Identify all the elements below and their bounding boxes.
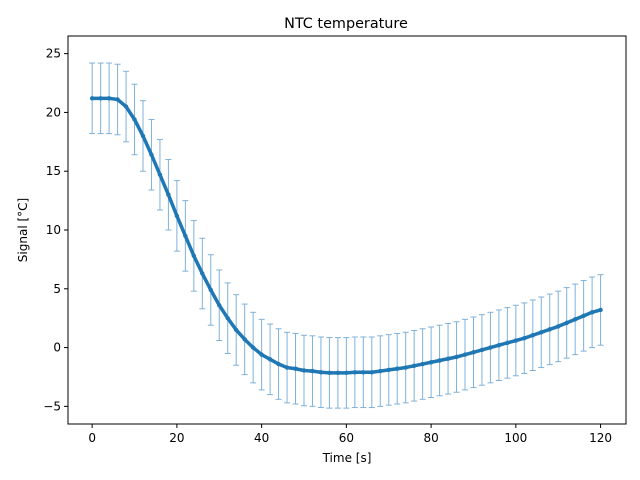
- data-point: [556, 324, 561, 329]
- data-point: [352, 370, 358, 375]
- data-point: [454, 354, 459, 360]
- y-tick-label: 25: [46, 47, 61, 61]
- data-point: [513, 338, 519, 343]
- x-tick-label: 100: [504, 431, 527, 445]
- data-point: [183, 233, 188, 239]
- data-point: [505, 340, 510, 346]
- y-tick-label: 20: [46, 105, 61, 119]
- x-axis-label: Time [s]: [322, 451, 372, 465]
- data-point: [284, 365, 290, 370]
- data-point: [411, 363, 417, 368]
- data-point: [132, 117, 137, 122]
- data-point: [166, 192, 171, 197]
- y-tick-label: −5: [43, 399, 61, 413]
- data-point: [522, 335, 527, 341]
- data-point: [234, 327, 239, 333]
- data-point: [208, 287, 213, 293]
- data-point: [445, 356, 451, 361]
- data-point: [310, 368, 315, 374]
- data-point: [344, 370, 349, 376]
- data-point: [106, 96, 112, 101]
- data-point: [98, 96, 103, 101]
- data-point: [564, 320, 569, 326]
- data-point: [420, 361, 425, 367]
- data-point: [140, 133, 146, 139]
- x-axis: 0 20 40 60 80 100 120: [88, 424, 612, 445]
- y-axis: −5 0 5 10 15 20 25: [43, 47, 68, 413]
- data-point: [293, 366, 298, 371]
- data-point: [250, 345, 256, 350]
- data-point: [174, 213, 180, 219]
- data-point: [386, 367, 391, 373]
- data-point: [200, 271, 205, 276]
- data-point: [369, 370, 374, 375]
- data-point: [403, 365, 408, 370]
- y-tick-label: 10: [46, 223, 61, 237]
- y-tick-label: 5: [53, 282, 61, 296]
- x-tick-label: 20: [169, 431, 184, 445]
- data-point: [530, 333, 535, 338]
- data-point: [488, 345, 493, 350]
- data-point: [318, 370, 324, 375]
- data-point: [191, 253, 197, 259]
- data-point: [547, 327, 552, 332]
- chart-title: NTC temperature: [284, 16, 408, 32]
- data-point: [149, 152, 154, 157]
- data-point: [361, 370, 366, 375]
- data-point: [217, 303, 222, 308]
- data-point: [242, 337, 247, 342]
- data-point: [572, 317, 578, 322]
- data-point: [437, 358, 442, 363]
- y-tick-label: 0: [53, 341, 61, 355]
- data-point: [335, 370, 341, 376]
- data-point: [115, 97, 120, 102]
- x-tick-label: 40: [254, 431, 269, 445]
- data-point: [225, 315, 230, 321]
- data-point: [428, 360, 434, 365]
- x-tick-label: 120: [589, 431, 612, 445]
- x-tick-label: 80: [423, 431, 438, 445]
- data-point: [378, 368, 383, 374]
- plot-area: [89, 62, 604, 409]
- data-point: [462, 352, 468, 357]
- data-point: [581, 313, 586, 319]
- data-point: [589, 310, 595, 315]
- x-tick-label: 0: [88, 431, 96, 445]
- data-point: [276, 361, 281, 367]
- data-point: [267, 357, 273, 362]
- data-point: [327, 370, 332, 376]
- y-tick-label: 15: [46, 164, 61, 178]
- data-point: [539, 330, 544, 335]
- data-point: [496, 343, 502, 348]
- data-point: [598, 307, 603, 313]
- data-point: [479, 347, 485, 353]
- data-point: [301, 368, 307, 373]
- y-axis-label: Signal [°C]: [16, 198, 30, 262]
- data-point: [259, 352, 264, 357]
- data-point: [123, 104, 129, 109]
- x-tick-label: 60: [339, 431, 354, 445]
- data-point: [89, 96, 95, 101]
- data-point: [471, 350, 476, 355]
- data-point: [157, 172, 163, 177]
- data-point: [395, 366, 400, 371]
